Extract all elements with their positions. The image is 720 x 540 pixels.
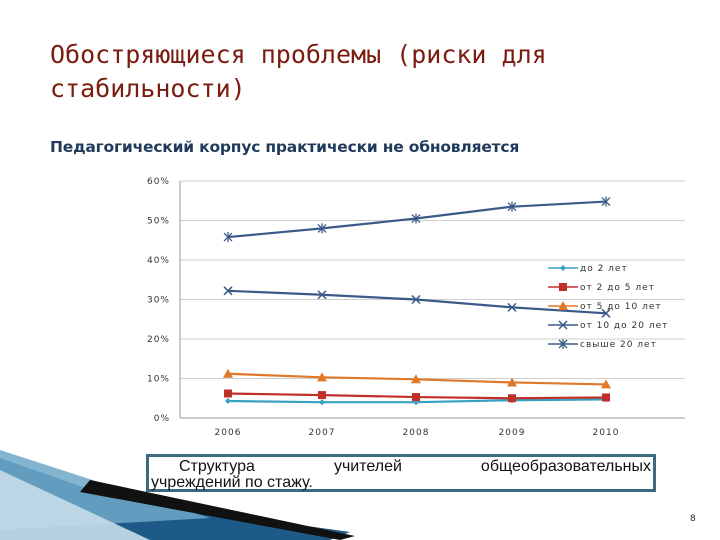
data-point — [507, 201, 517, 212]
x-axis-tick-labels: 2006 2007 2008 2009 2010 — [215, 428, 620, 438]
legend-entry: от 10 до 20 лет — [548, 320, 668, 331]
series-5 — [223, 196, 611, 243]
x-tick-label: 2010 — [593, 428, 620, 438]
data-point — [411, 294, 421, 305]
y-tick-label: 40% — [147, 256, 170, 266]
legend-label: от 5 до 10 лет — [580, 302, 662, 312]
slide-subtitle: Педагогический корпус практически не обн… — [50, 138, 520, 156]
y-tick-label: 0% — [154, 414, 170, 424]
legend-label: до 2 лет — [580, 264, 628, 274]
data-point — [319, 399, 325, 406]
data-point — [507, 377, 517, 387]
y-tick-label: 50% — [147, 217, 170, 227]
data-point — [507, 302, 517, 312]
legend-entry: свыше 20 лет — [548, 339, 657, 350]
data-point — [558, 339, 568, 349]
data-point — [558, 301, 568, 310]
caption-box: Структура учителей общеобразовательных у… — [146, 454, 656, 492]
data-point — [317, 223, 327, 234]
data-point — [508, 394, 516, 403]
y-tick-label: 20% — [147, 335, 170, 345]
x-tick-label: 2009 — [499, 428, 526, 438]
decorative-swoosh — [0, 450, 355, 540]
data-point — [558, 320, 568, 330]
series-line — [227, 289, 607, 315]
data-point — [317, 372, 327, 382]
legend-label: от 2 до 5 лет — [580, 283, 655, 293]
data-point — [412, 393, 420, 402]
series-2 — [224, 389, 610, 403]
data-point — [224, 389, 232, 398]
x-tick-label: 2007 — [309, 428, 336, 438]
caption-line-2: учреждений по стажу. — [151, 474, 313, 491]
legend-label: от 10 до 20 лет — [580, 321, 668, 331]
y-tick-label: 10% — [147, 375, 170, 385]
caption-line-1: Структура учителей общеобразовательных — [179, 458, 651, 475]
legend-entry: от 5 до 10 лет — [548, 301, 662, 312]
data-point — [411, 213, 421, 224]
y-tick-label: 60% — [147, 177, 170, 187]
legend-entry: до 2 лет — [548, 264, 628, 274]
data-point — [317, 290, 327, 300]
data-point — [223, 368, 233, 378]
data-point — [601, 308, 611, 318]
chart-series — [223, 196, 611, 406]
data-point — [411, 374, 421, 384]
data-point — [560, 265, 566, 271]
x-tick-label: 2008 — [403, 428, 430, 438]
page-number: 8 — [690, 514, 696, 524]
data-point — [602, 393, 610, 402]
y-tick-label: 30% — [147, 296, 170, 306]
slide-title: Обостряющиеся проблемы (риски для стабил… — [50, 40, 547, 103]
series-4 — [223, 286, 611, 318]
data-point — [223, 286, 233, 296]
legend-entry: от 2 до 5 лет — [548, 283, 655, 293]
data-point — [318, 391, 326, 400]
data-point — [601, 196, 611, 207]
legend-label: свыше 20 лет — [580, 340, 657, 350]
data-point — [601, 379, 611, 389]
chart-legend: до 2 лет от 2 до 5 лет от 5 до 10 лет от 10… — [548, 264, 668, 350]
data-point — [225, 398, 231, 405]
y-axis-tick-labels: 0% 10% 20% 30% 40% 50% 60% — [147, 177, 170, 424]
x-tick-label: 2006 — [215, 428, 242, 438]
data-point — [223, 232, 233, 243]
series-3 — [223, 368, 611, 389]
data-point — [559, 283, 567, 291]
chart-gridlines — [179, 180, 685, 419]
